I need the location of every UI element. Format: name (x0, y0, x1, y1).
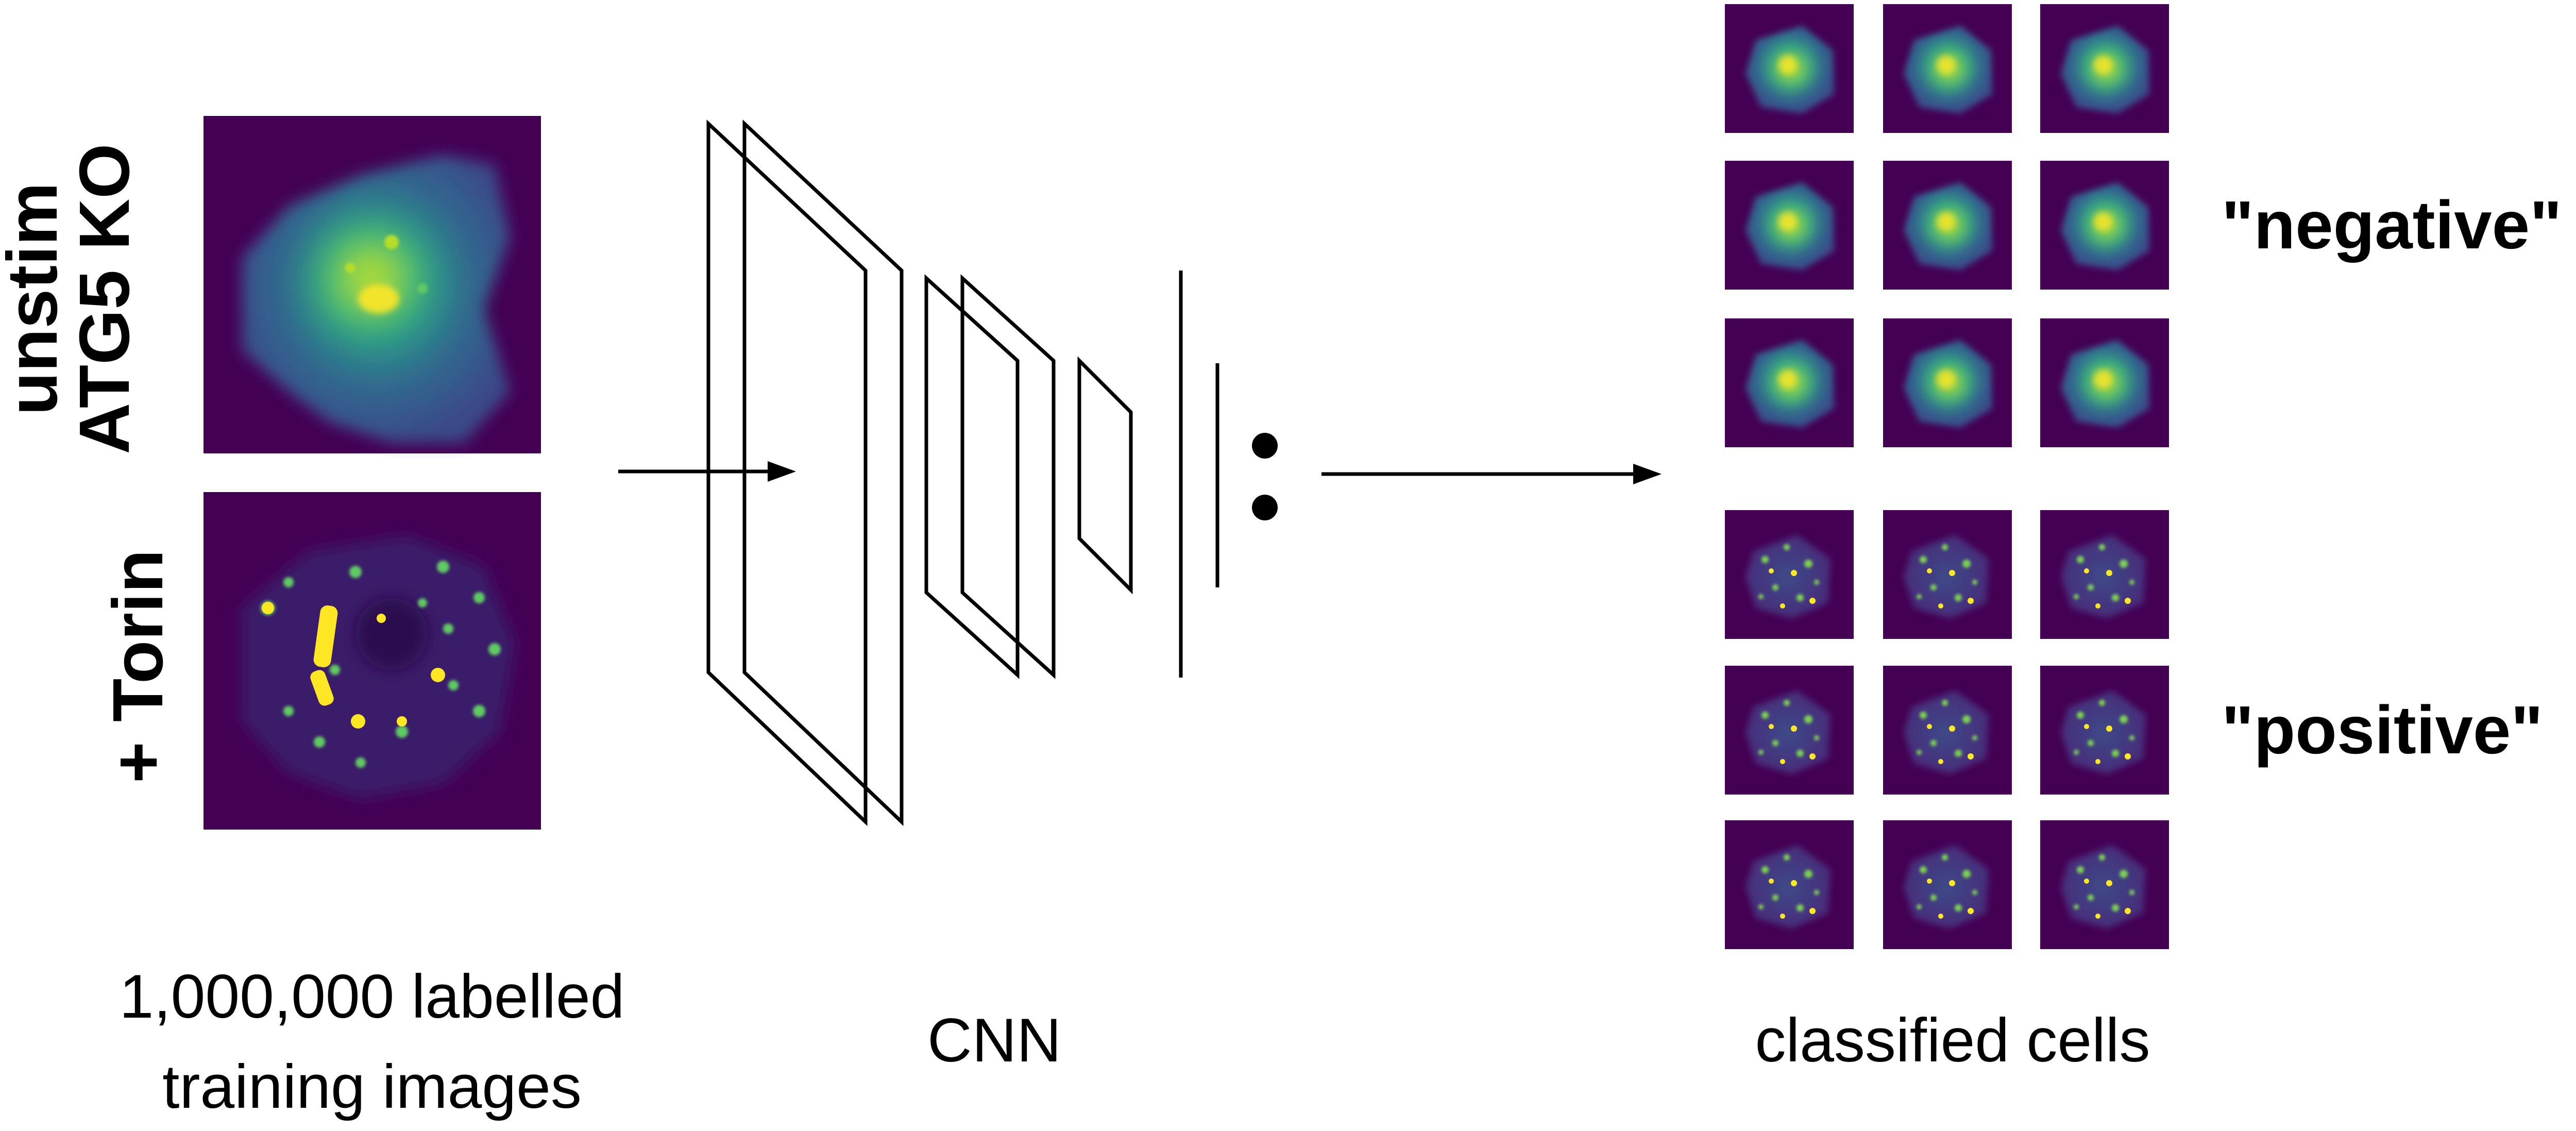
row-label-line2: ATG5 KO (65, 143, 144, 454)
training-group: unstim ATG5 KO + Torin (0, 116, 624, 1121)
cnn-layer-1a (706, 119, 868, 826)
class-label-negative: "negative" (2222, 187, 2562, 263)
classified-caption: classified cells (1755, 1006, 2150, 1075)
right-arrow-icon (618, 461, 796, 482)
training-caption-line2: training images (162, 1052, 582, 1121)
cnn-layer-2b (960, 274, 1056, 679)
row-label-line1: + Torin (98, 549, 178, 783)
cnn-layer-2a (924, 274, 1020, 679)
training-image-torin (204, 492, 541, 830)
positive-grid (1725, 510, 2169, 949)
row-label-unstim: unstim ATG5 KO (0, 143, 144, 454)
vertical-ellipsis-icon (1252, 433, 1278, 520)
cnn-caption: CNN (927, 1006, 1061, 1075)
classified-cells: "negative" "positive" classified cells (1725, 4, 2562, 1075)
right-arrow-icon (1321, 464, 1662, 484)
class-label-positive: "positive" (2222, 692, 2543, 768)
negative-grid (1725, 4, 2169, 447)
row-label-line1: unstim (0, 182, 72, 415)
cnn-layer-3 (1077, 356, 1133, 595)
cnn-layer-1b (742, 119, 904, 826)
training-image-unstim (204, 116, 541, 453)
row-label-torin: + Torin (98, 549, 178, 783)
cnn-layers: CNN (706, 119, 1278, 1075)
training-caption-line1: 1,000,000 labelled (120, 962, 625, 1031)
